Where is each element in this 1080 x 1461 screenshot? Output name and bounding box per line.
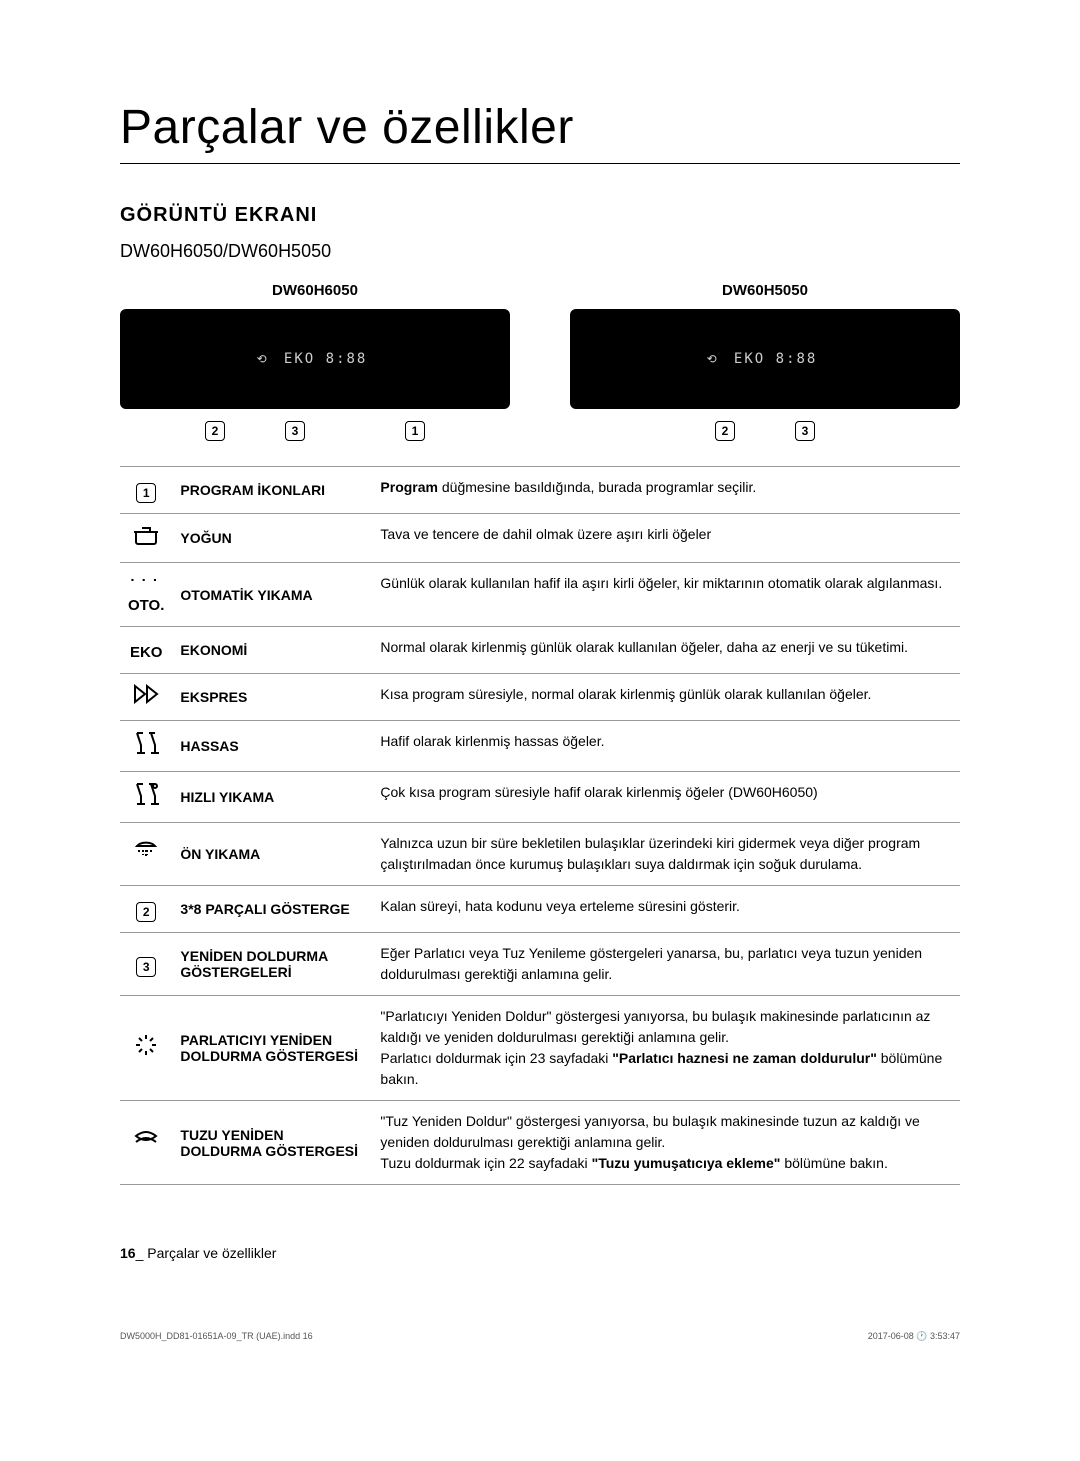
markers-right: 2 3: [570, 421, 960, 441]
row-icon: [120, 996, 172, 1101]
row-desc: Hafif olarak kirlenmiş hassas öğeler.: [372, 721, 960, 772]
row-name: EKSPRES: [172, 674, 372, 721]
row-name: 3*8 PARÇALI GÖSTERGE: [172, 886, 372, 933]
row-icon: 3: [120, 933, 172, 996]
row-icon: [120, 514, 172, 563]
section-title: GÖRÜNTÜ EKRANI: [120, 204, 960, 227]
row-icon: [120, 772, 172, 823]
page-footer: 16_ Parçalar ve özellikler: [120, 1245, 960, 1261]
table-row: 1PROGRAM İKONLARIProgram düğmesine basıl…: [120, 467, 960, 514]
imprint-footer: DW5000H_DD81-01651A-09_TR (UAE).indd 16 …: [120, 1331, 960, 1342]
row-icon: 1: [120, 467, 172, 514]
row-name: HASSAS: [172, 721, 372, 772]
panel-right-label: DW60H5050: [570, 282, 960, 299]
row-desc: "Tuz Yeniden Doldur" göstergesi yanıyors…: [372, 1101, 960, 1185]
row-desc: Program düğmesine basıldığında, burada p…: [372, 467, 960, 514]
table-row: TUZU YENİDEN DOLDURMA GÖSTERGESİ"Tuz Yen…: [120, 1101, 960, 1185]
row-icon: [120, 823, 172, 886]
row-icon: 2: [120, 886, 172, 933]
page-title: Parçalar ve özellikler: [120, 100, 960, 164]
panel-right-display: ⟲ EKO 8:88: [570, 309, 960, 409]
markers-left: 2 3 1: [120, 421, 510, 441]
row-desc: Çok kısa program süresiyle hafif olarak …: [372, 772, 960, 823]
row-name: YOĞUN: [172, 514, 372, 563]
row-desc: Normal olarak kirlenmiş günlük olarak ku…: [372, 627, 960, 674]
table-row: PARLATICIYI YENİDEN DOLDURMA GÖSTERGESİ"…: [120, 996, 960, 1101]
table-row: EKSPRESKısa program süresiyle, normal ol…: [120, 674, 960, 721]
table-row: HASSASHafif olarak kirlenmiş hassas öğel…: [120, 721, 960, 772]
row-icon: [120, 1101, 172, 1185]
models-line: DW60H6050/DW60H5050: [120, 241, 960, 262]
panel-left-display: ⟲ EKO 8:88: [120, 309, 510, 409]
row-desc: Kalan süreyi, hata kodunu veya erteleme …: [372, 886, 960, 933]
spec-table: 1PROGRAM İKONLARIProgram düğmesine basıl…: [120, 466, 960, 1185]
row-icon: EKO: [120, 627, 172, 674]
row-desc: Kısa program süresiyle, normal olarak ki…: [372, 674, 960, 721]
table-row: YOĞUNTava ve tencere de dahil olmak üzer…: [120, 514, 960, 563]
table-row: ⠂⠂⠂OTO.OTOMATİK YIKAMAGünlük olarak kull…: [120, 563, 960, 627]
table-row: 23*8 PARÇALI GÖSTERGEKalan süreyi, hata …: [120, 886, 960, 933]
row-name: PARLATICIYI YENİDEN DOLDURMA GÖSTERGESİ: [172, 996, 372, 1101]
table-row: ÖN YIKAMAYalnızca uzun bir süre bekletil…: [120, 823, 960, 886]
row-name: OTOMATİK YIKAMA: [172, 563, 372, 627]
panel-wrap: DW60H6050 ⟲ EKO 8:88 2 3 1 DW60H5050 ⟲ E…: [120, 282, 960, 441]
row-desc: Tava ve tencere de dahil olmak üzere aşı…: [372, 514, 960, 563]
panel-left: DW60H6050 ⟲ EKO 8:88 2 3 1: [120, 282, 510, 441]
row-name: HIZLI YIKAMA: [172, 772, 372, 823]
panel-right: DW60H5050 ⟲ EKO 8:88 2 3: [570, 282, 960, 441]
row-icon: [120, 721, 172, 772]
row-desc: Günlük olarak kullanılan hafif ila aşırı…: [372, 563, 960, 627]
row-icon: [120, 674, 172, 721]
row-name: TUZU YENİDEN DOLDURMA GÖSTERGESİ: [172, 1101, 372, 1185]
row-desc: Yalnızca uzun bir süre bekletilen bulaşı…: [372, 823, 960, 886]
row-name: ÖN YIKAMA: [172, 823, 372, 886]
row-name: PROGRAM İKONLARI: [172, 467, 372, 514]
row-name: EKONOMİ: [172, 627, 372, 674]
table-row: EKOEKONOMİNormal olarak kirlenmiş günlük…: [120, 627, 960, 674]
row-icon: ⠂⠂⠂OTO.: [120, 563, 172, 627]
row-desc: Eğer Parlatıcı veya Tuz Yenileme gösterg…: [372, 933, 960, 996]
panel-left-label: DW60H6050: [120, 282, 510, 299]
table-row: 3YENİDEN DOLDURMA GÖSTERGELERİEğer Parla…: [120, 933, 960, 996]
row-name: YENİDEN DOLDURMA GÖSTERGELERİ: [172, 933, 372, 996]
table-row: HIZLI YIKAMAÇok kısa program süresiyle h…: [120, 772, 960, 823]
row-desc: "Parlatıcıyı Yeniden Doldur" göstergesi …: [372, 996, 960, 1101]
